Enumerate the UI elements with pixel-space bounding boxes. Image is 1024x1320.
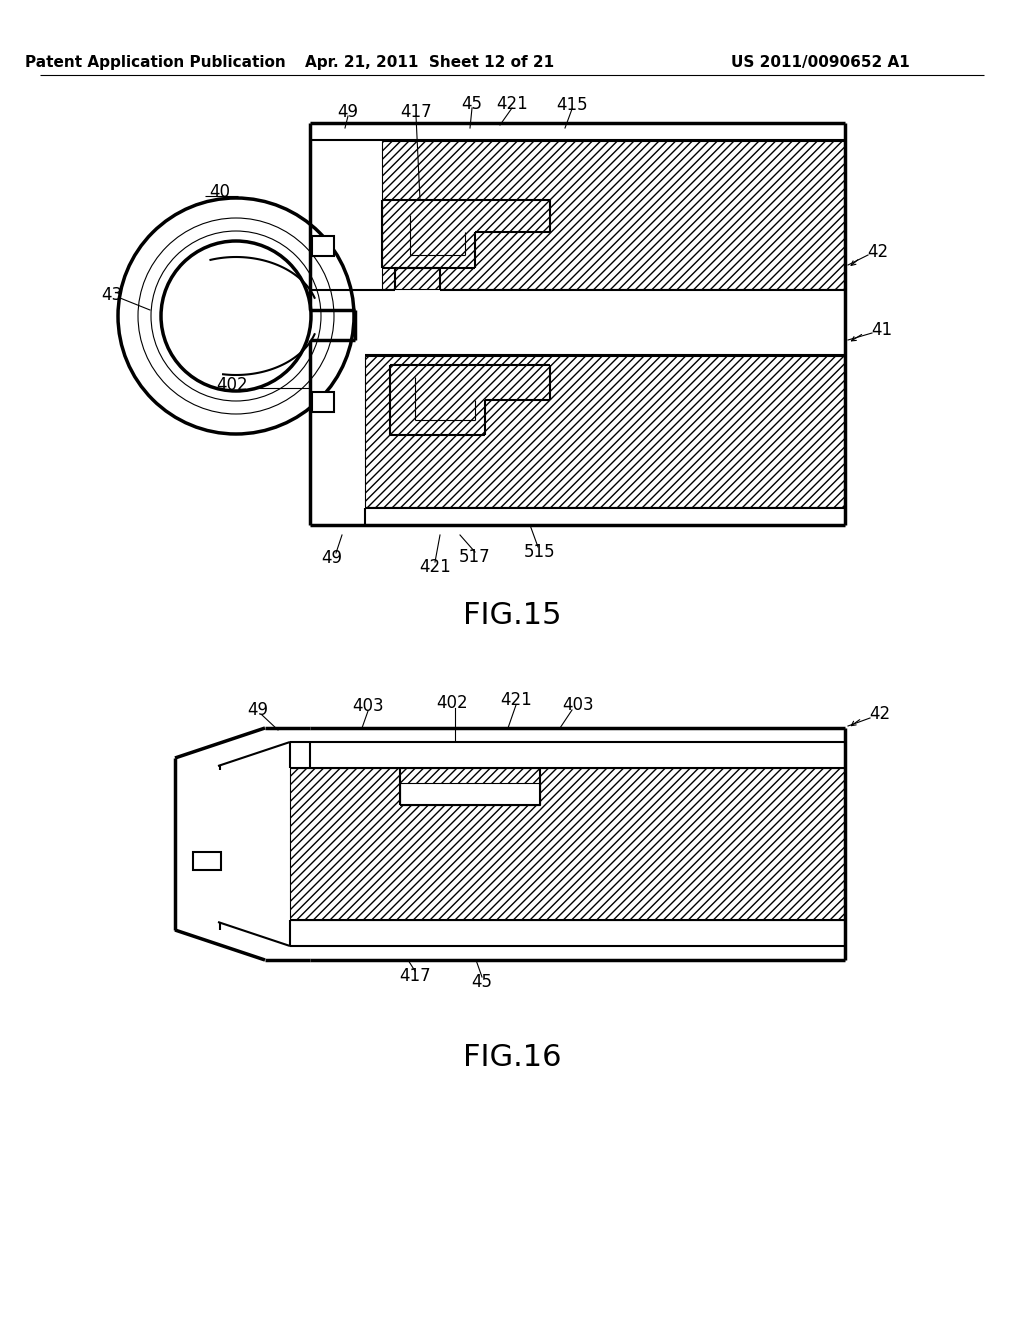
Text: 40: 40 (210, 183, 230, 201)
Text: 45: 45 (462, 95, 482, 114)
Text: 49: 49 (338, 103, 358, 121)
Text: 421: 421 (500, 690, 531, 709)
Text: 403: 403 (562, 696, 594, 714)
Text: 43: 43 (101, 286, 123, 304)
Text: 49: 49 (248, 701, 268, 719)
Text: 421: 421 (419, 558, 451, 576)
Text: Patent Application Publication: Patent Application Publication (25, 54, 286, 70)
Text: 417: 417 (399, 968, 431, 985)
Text: 45: 45 (471, 973, 493, 991)
Bar (382, 141, 845, 289)
Bar (312, 236, 334, 256)
Bar (365, 356, 845, 507)
Text: 421: 421 (496, 95, 528, 114)
Bar (400, 783, 540, 805)
Text: 42: 42 (867, 243, 889, 261)
Bar (290, 768, 845, 920)
Text: 515: 515 (524, 543, 556, 561)
Text: 415: 415 (556, 96, 588, 114)
Text: US 2011/0090652 A1: US 2011/0090652 A1 (731, 54, 909, 70)
Text: 42: 42 (869, 705, 891, 723)
Text: 49: 49 (322, 549, 342, 568)
Text: 402: 402 (216, 376, 248, 393)
Text: FIG.16: FIG.16 (463, 1044, 561, 1072)
Text: Apr. 21, 2011  Sheet 12 of 21: Apr. 21, 2011 Sheet 12 of 21 (305, 54, 555, 70)
Text: 403: 403 (352, 697, 384, 715)
Bar (193, 851, 221, 870)
Bar (312, 392, 334, 412)
Text: 402: 402 (436, 694, 468, 711)
Text: 417: 417 (400, 103, 432, 121)
Text: 41: 41 (871, 321, 893, 339)
Bar (400, 783, 540, 805)
Text: 517: 517 (459, 548, 490, 566)
Text: FIG.15: FIG.15 (463, 601, 561, 630)
